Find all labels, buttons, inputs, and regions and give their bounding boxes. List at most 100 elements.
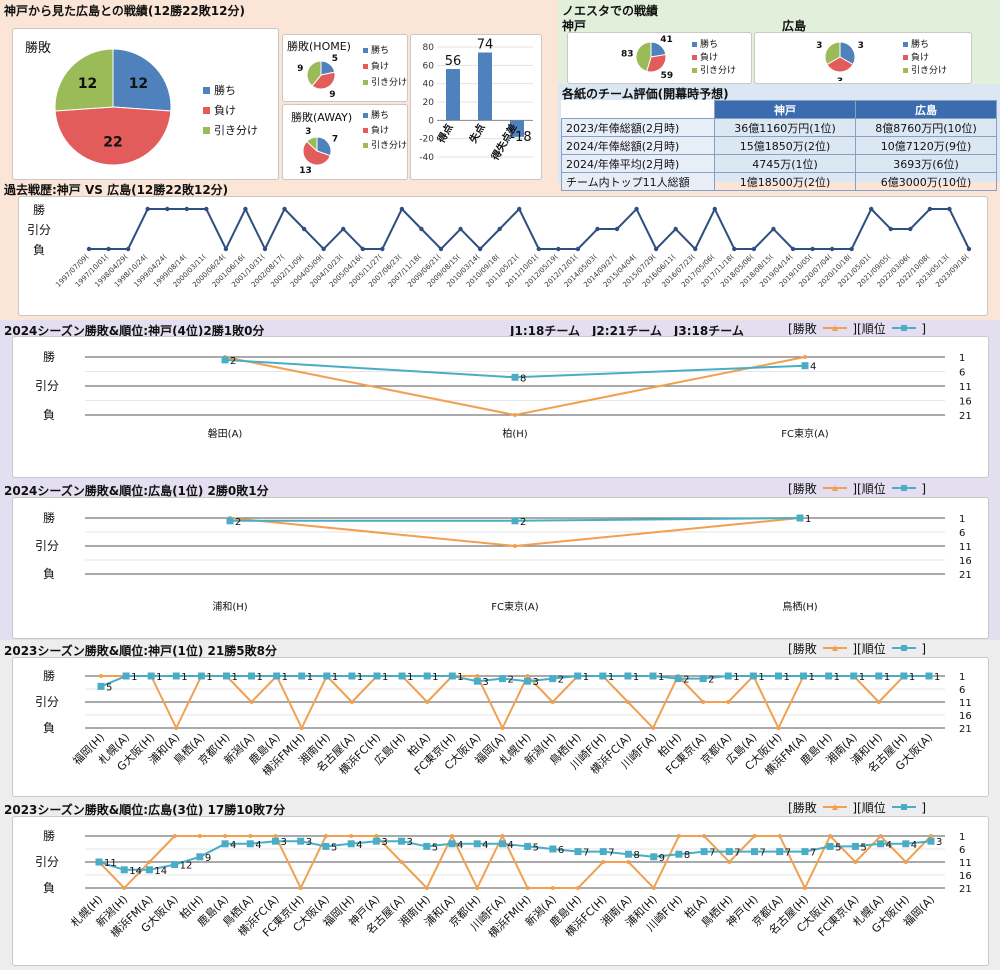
legend-draw: 引き分け (903, 65, 947, 78)
history-point (458, 226, 463, 232)
history-point (106, 246, 111, 252)
result-point (349, 700, 354, 704)
y-tick-label: 20 (423, 98, 435, 108)
result-point (727, 860, 732, 864)
y-label-lose: 負 (43, 881, 55, 895)
pie-slice-label: 12 (129, 76, 148, 92)
rank-label: 7 (734, 848, 740, 859)
rank-point (196, 853, 204, 861)
away-pie-title: 勝敗(AWAY) (291, 111, 353, 124)
history-point (536, 246, 541, 252)
pie-slice (306, 136, 318, 153)
rank-point (95, 858, 103, 866)
y-label-draw: 引分 (27, 223, 51, 237)
rank-point (801, 848, 809, 856)
legend-lose: 負け (903, 52, 947, 65)
rank-label: 1 (608, 672, 614, 683)
rank-point (473, 677, 481, 685)
rank-label: 9 (659, 853, 665, 864)
history-point (673, 226, 678, 232)
rank-label: 1 (257, 672, 263, 683)
table-cell: 8億8760万円(10位) (855, 118, 997, 137)
y-label-lose: 負 (33, 243, 45, 257)
legend-lose: 負け (363, 59, 407, 75)
season-h23-panel: 勝引分負 1 6 11 16 21 11 14 14 12 9 4 4 3 3 5 4 3 3 5 4 4 4 5 6 7 7 8 9 8… (12, 816, 989, 966)
history-point (810, 246, 815, 252)
rank-label: 5 (106, 682, 112, 693)
rank-point (549, 675, 557, 683)
rank-label: 1 (231, 672, 237, 683)
rank-point (524, 677, 532, 685)
result-point (500, 834, 505, 838)
rank-label: 1 (457, 672, 463, 683)
rank-point (850, 672, 858, 680)
rank-point (423, 842, 431, 850)
rank-point (221, 356, 229, 364)
rank-label: 1 (382, 672, 388, 683)
bar (446, 69, 460, 121)
result-point (903, 860, 908, 864)
history-line (89, 206, 970, 252)
rank-label: 1 (407, 672, 413, 683)
table-cell: 36億1160万円(1位) (714, 118, 856, 137)
rank-label: 1 (206, 672, 212, 683)
legend-draw: 引き分け (363, 139, 407, 154)
rank-label: 1 (733, 672, 739, 683)
rank-label: 1 (934, 672, 940, 683)
result-point (425, 700, 430, 704)
x-tick-label: 浦和(H) (212, 600, 247, 613)
rank-tick-label: 6 (959, 845, 965, 856)
history-point (360, 246, 365, 252)
season-h24-title: 2024シーズン勝敗&順位:広島(1位) 2勝0敗1分 (4, 484, 269, 498)
result-point (777, 834, 782, 838)
result-point (651, 726, 655, 730)
y-label-win: 勝 (43, 668, 55, 683)
history-point (869, 206, 874, 212)
legend-win: 勝ち (692, 39, 736, 52)
away-pie: 7 13 3 (299, 127, 338, 176)
rank-point (448, 840, 456, 848)
history-point (86, 246, 92, 252)
rank-label: 1 (758, 672, 764, 683)
pie-slice-label: 13 (299, 166, 312, 176)
rank-tick-label: 1 (959, 514, 965, 525)
y-label-lose: 負 (43, 408, 55, 422)
bar (478, 52, 492, 121)
league-note: J1:18チーム J2:21チーム J3:18チーム (510, 324, 744, 338)
result-point (878, 834, 883, 838)
result-line (101, 674, 929, 731)
bar-value-label: -18 (510, 130, 531, 145)
rank-tick-label: 16 (959, 871, 972, 882)
history-point (693, 246, 698, 252)
pie-slice-label: 3 (305, 127, 311, 137)
rank-label: 1 (633, 672, 639, 683)
legend-result-line-icon (822, 325, 847, 331)
legend-lose: 負け (363, 124, 407, 139)
pie-slice-label: 7 (332, 134, 338, 144)
history-point (204, 206, 209, 212)
rank-point (851, 842, 859, 850)
rank-label: 4 (482, 840, 488, 851)
result-point (223, 834, 228, 838)
legend-win: 勝ち (363, 43, 407, 59)
rank-point (796, 514, 804, 522)
pie-slice-label: 9 (329, 90, 335, 99)
y-tick-label: 40 (423, 80, 435, 90)
rank-label: 1 (809, 672, 815, 683)
y-label-lose: 負 (43, 567, 55, 581)
rank-label: 5 (533, 842, 539, 853)
history-point (477, 246, 483, 252)
table-row: 2023/年俸総額(2月時) 36億1160万円(1位) 8億8760万円(10位) (561, 118, 997, 137)
rank-tick-label: 1 (959, 672, 965, 683)
rank-label: 5 (860, 842, 866, 853)
result-point (172, 834, 177, 838)
legend-rank-line-icon (891, 485, 916, 491)
home-pie-title: 勝敗(HOME) (287, 40, 351, 53)
rank-point (599, 848, 607, 856)
result-point (273, 834, 278, 838)
season-k23-legend: [勝敗 ][順位 ] (788, 642, 927, 656)
y-tick-label: 80 (423, 43, 435, 53)
rank-point (825, 672, 833, 680)
rank-point (271, 837, 279, 845)
history-point (927, 206, 933, 212)
